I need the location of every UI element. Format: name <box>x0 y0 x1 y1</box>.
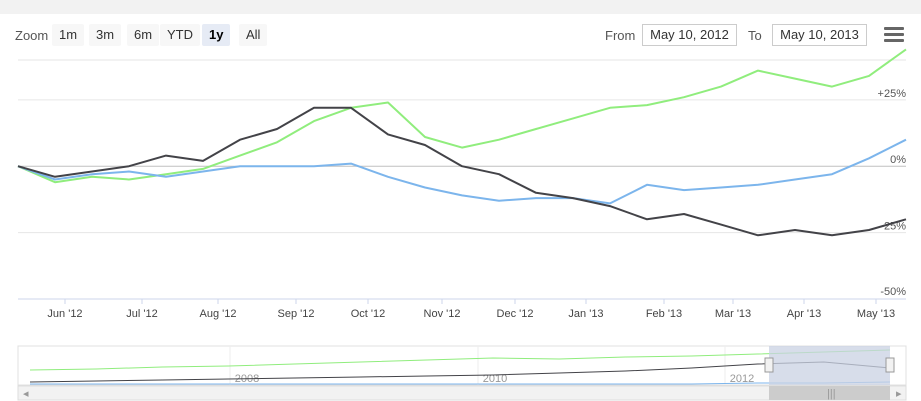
scrollbar-grip-icon: ||| <box>827 388 836 400</box>
y-tick-label: 0% <box>890 154 906 166</box>
scrollbar-thumb[interactable] <box>769 386 890 400</box>
y-tick-label: +25% <box>878 88 907 100</box>
x-tick-label: Oct '12 <box>351 308 386 320</box>
navigator-tick-label: 2010 <box>483 373 507 385</box>
chart-panel <box>0 14 921 401</box>
scrollbar-track[interactable] <box>17 385 907 401</box>
navigator-left-handle[interactable] <box>764 357 774 373</box>
series-green-line <box>17 48 907 184</box>
x-tick-label: Sep '12 <box>278 308 315 320</box>
y-tick-label: -50% <box>880 286 906 298</box>
zoom-label: Zoom <box>15 28 49 43</box>
from-date-input[interactable]: May 10, 2012 <box>642 24 737 46</box>
zoom-6m-button[interactable]: 6m <box>127 24 160 46</box>
to-label: To <box>748 28 762 43</box>
navigator-right-handle[interactable] <box>885 357 895 373</box>
navigator-green-line <box>29 349 891 371</box>
navigator-selection[interactable] <box>769 346 890 385</box>
y-axis-labels: +25% 0% -25% -50% <box>878 88 907 298</box>
zoom-all-button[interactable]: All <box>239 24 268 46</box>
x-tick-label: Jan '13 <box>568 308 603 320</box>
series-lines <box>17 48 907 237</box>
x-tick-label: Apr '13 <box>787 308 822 320</box>
zoom-1y-button[interactable]: 1y <box>202 24 231 46</box>
to-date-input[interactable]: May 10, 2013 <box>772 24 867 46</box>
zoom-3m-button[interactable]: 3m <box>89 24 122 46</box>
navigator-frame <box>17 345 907 386</box>
x-tick-label: Aug '12 <box>200 308 237 320</box>
x-tick-label: Jun '12 <box>47 308 82 320</box>
scroll-right-icon[interactable]: ▸ <box>896 388 902 400</box>
hamburger-menu-icon[interactable] <box>884 27 904 45</box>
x-tick-label: May '13 <box>857 308 895 320</box>
x-tick-label: Nov '12 <box>424 308 461 320</box>
x-tick-label: Mar '13 <box>715 308 751 320</box>
navigator-tick-label: 2012 <box>730 373 754 385</box>
scroll-left-icon[interactable]: ◂ <box>23 388 29 400</box>
navigator-blue-line <box>30 381 891 385</box>
navigator-black-line <box>29 361 891 383</box>
x-tick-label: Dec '12 <box>497 308 534 320</box>
x-tick-label: Feb '13 <box>646 308 682 320</box>
series-black-line <box>17 106 907 237</box>
zoom-1m-button[interactable]: 1m <box>52 24 85 46</box>
y-tick-label: -25% <box>880 221 906 233</box>
navigator[interactable]: 2008 2010 2012◂ ▸||| <box>17 345 907 401</box>
x-axis: Jun '12 Jul '12 Aug '12 Sep '12 Oct '12 Nov '… <box>18 298 906 320</box>
x-tick-label: Jul '12 <box>126 308 157 320</box>
grid-lines <box>18 59 906 300</box>
zoom-ytd-button[interactable]: YTD <box>160 24 200 46</box>
series-blue-line <box>17 138 907 205</box>
from-label: From <box>605 28 636 43</box>
